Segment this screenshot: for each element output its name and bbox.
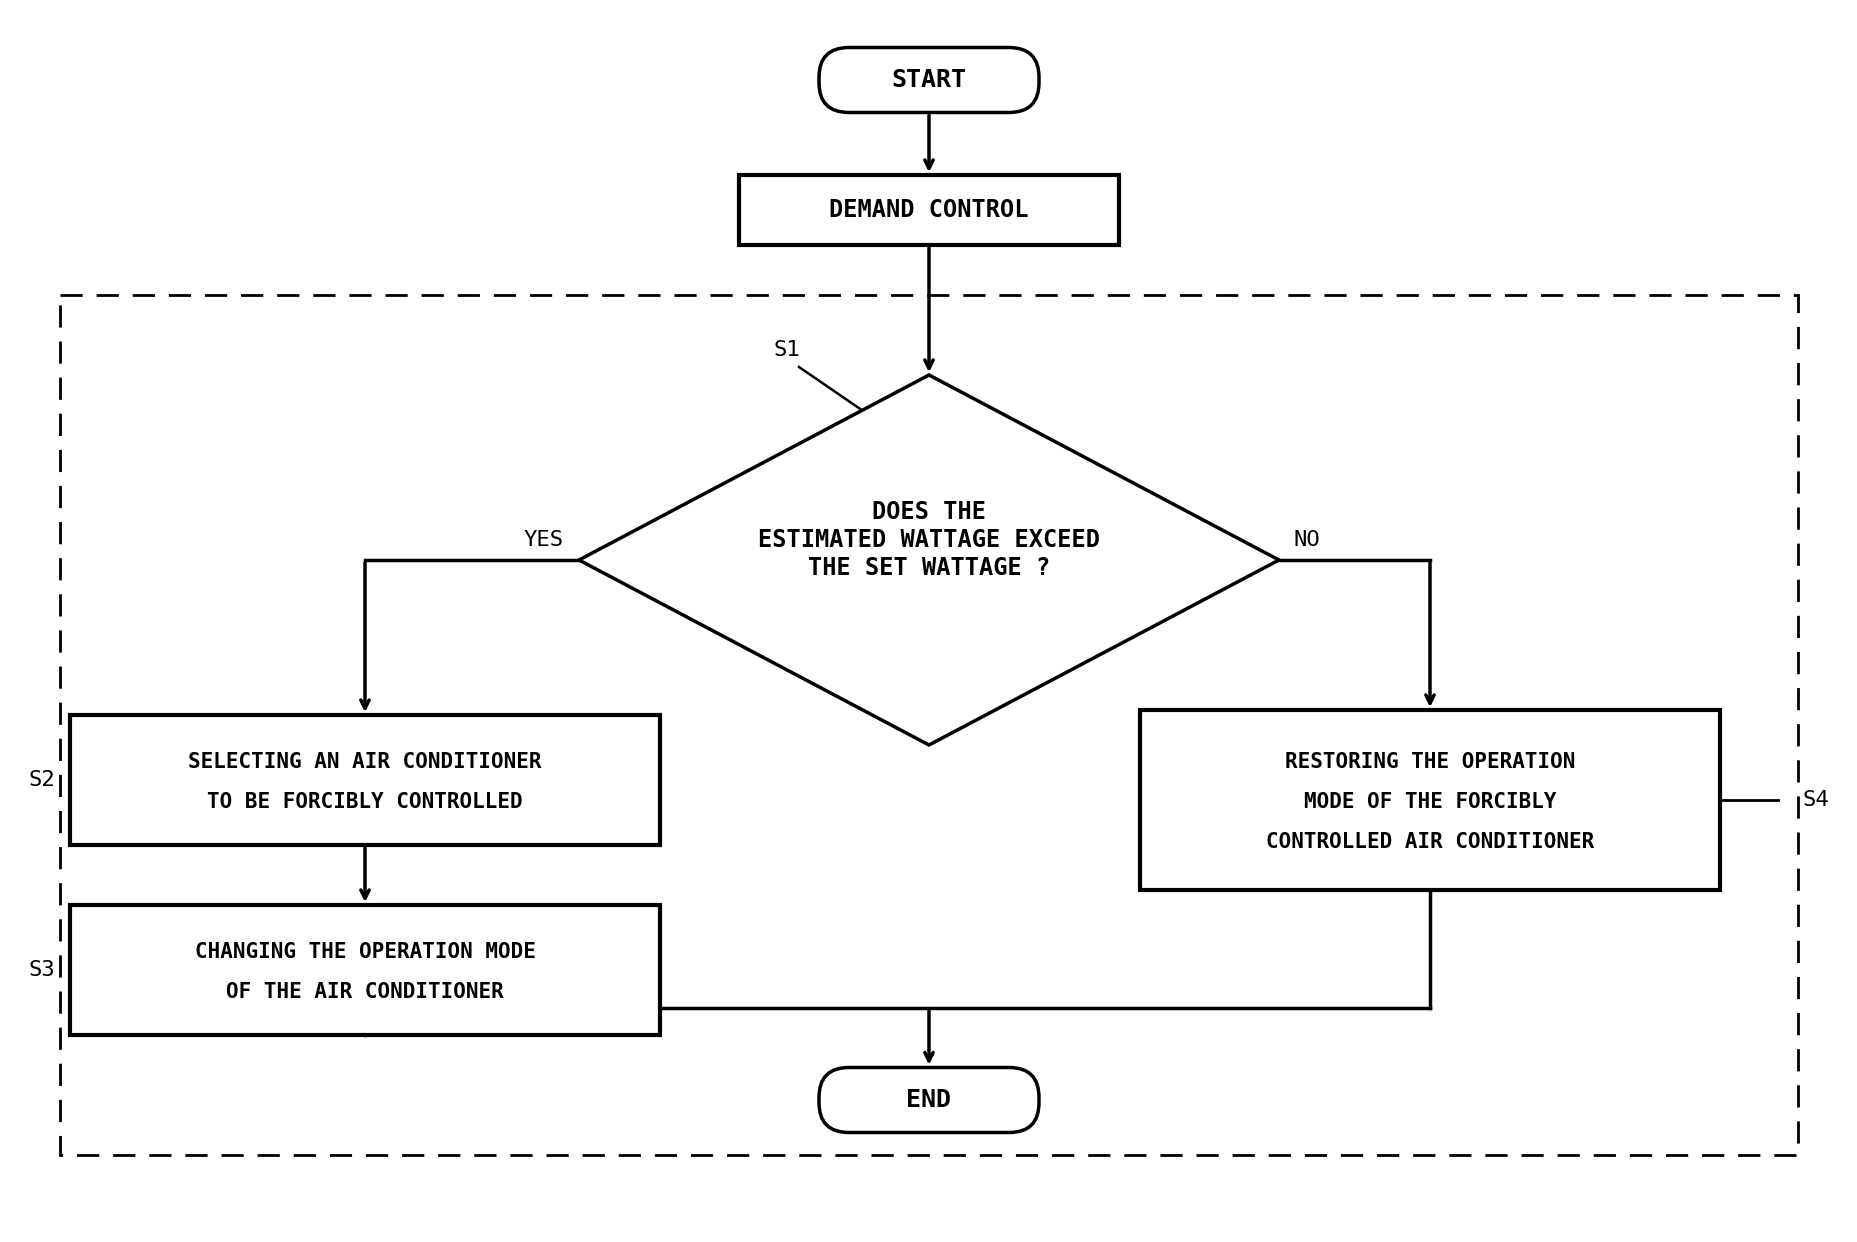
Bar xyxy=(739,175,1118,245)
Text: MODE OF THE FORCIBLY: MODE OF THE FORCIBLY xyxy=(1304,792,1556,812)
Text: OF THE AIR CONDITIONER: OF THE AIR CONDITIONER xyxy=(227,982,503,1002)
Text: START: START xyxy=(891,68,966,92)
Text: S4: S4 xyxy=(1801,790,1829,810)
Polygon shape xyxy=(579,375,1278,745)
Bar xyxy=(71,715,659,845)
Text: CHANGING THE OPERATION MODE: CHANGING THE OPERATION MODE xyxy=(195,941,535,963)
Text: NO: NO xyxy=(1292,530,1320,550)
Text: YES: YES xyxy=(524,530,565,550)
Text: END: END xyxy=(906,1088,951,1112)
Text: S1: S1 xyxy=(774,340,800,360)
Text: RESTORING THE OPERATION: RESTORING THE OPERATION xyxy=(1285,751,1575,773)
Text: TO BE FORCIBLY CONTROLLED: TO BE FORCIBLY CONTROLLED xyxy=(208,792,522,812)
Text: S3: S3 xyxy=(28,960,56,980)
Bar xyxy=(1140,710,1720,891)
Text: CONTROLLED AIR CONDITIONER: CONTROLLED AIR CONDITIONER xyxy=(1265,832,1593,852)
Text: S2: S2 xyxy=(28,770,56,790)
Bar xyxy=(59,296,1798,1155)
Text: DEMAND CONTROL: DEMAND CONTROL xyxy=(828,197,1029,222)
Text: SELECTING AN AIR CONDITIONER: SELECTING AN AIR CONDITIONER xyxy=(188,751,542,773)
Bar xyxy=(71,905,659,1035)
FancyBboxPatch shape xyxy=(819,1068,1038,1133)
FancyBboxPatch shape xyxy=(819,47,1038,113)
Text: DOES THE
ESTIMATED WATTAGE EXCEED
THE SET WATTAGE ?: DOES THE ESTIMATED WATTAGE EXCEED THE SE… xyxy=(758,501,1099,580)
